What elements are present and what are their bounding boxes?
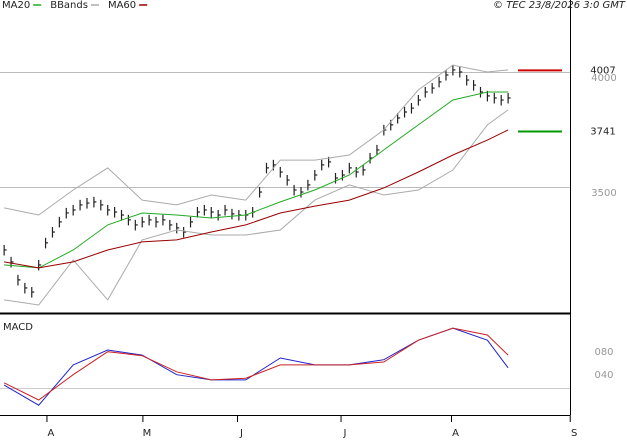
x-tick-label: J xyxy=(239,428,243,439)
legend-label: BBands xyxy=(50,0,88,11)
y-tick-label: 040 xyxy=(594,370,613,381)
level-label: 3741 xyxy=(590,127,615,138)
y-tick-label: 3500 xyxy=(591,188,616,199)
level-label: 4007 xyxy=(590,65,615,76)
x-tick-label: A xyxy=(48,428,55,439)
overlay-line xyxy=(4,91,509,269)
x-tick-label: A xyxy=(452,428,459,439)
legend-label: MA60 xyxy=(108,0,136,11)
macd-title: MACD xyxy=(3,322,33,333)
y-tick-label: 4000 xyxy=(591,73,616,84)
x-tick-label: J xyxy=(343,428,347,439)
overlay-line xyxy=(4,129,509,269)
y-tick-label: 080 xyxy=(594,347,613,358)
legend-label: MA20 xyxy=(2,0,30,11)
x-tick-label: S xyxy=(571,428,577,439)
overlay-line xyxy=(3,64,509,216)
macd-line xyxy=(3,327,509,406)
x-tick-label: M xyxy=(143,428,152,439)
overlay-line xyxy=(4,109,509,306)
chart-title: © TEC 23/8/2026 3:0 GMT xyxy=(493,0,626,11)
macd-line xyxy=(3,327,509,401)
